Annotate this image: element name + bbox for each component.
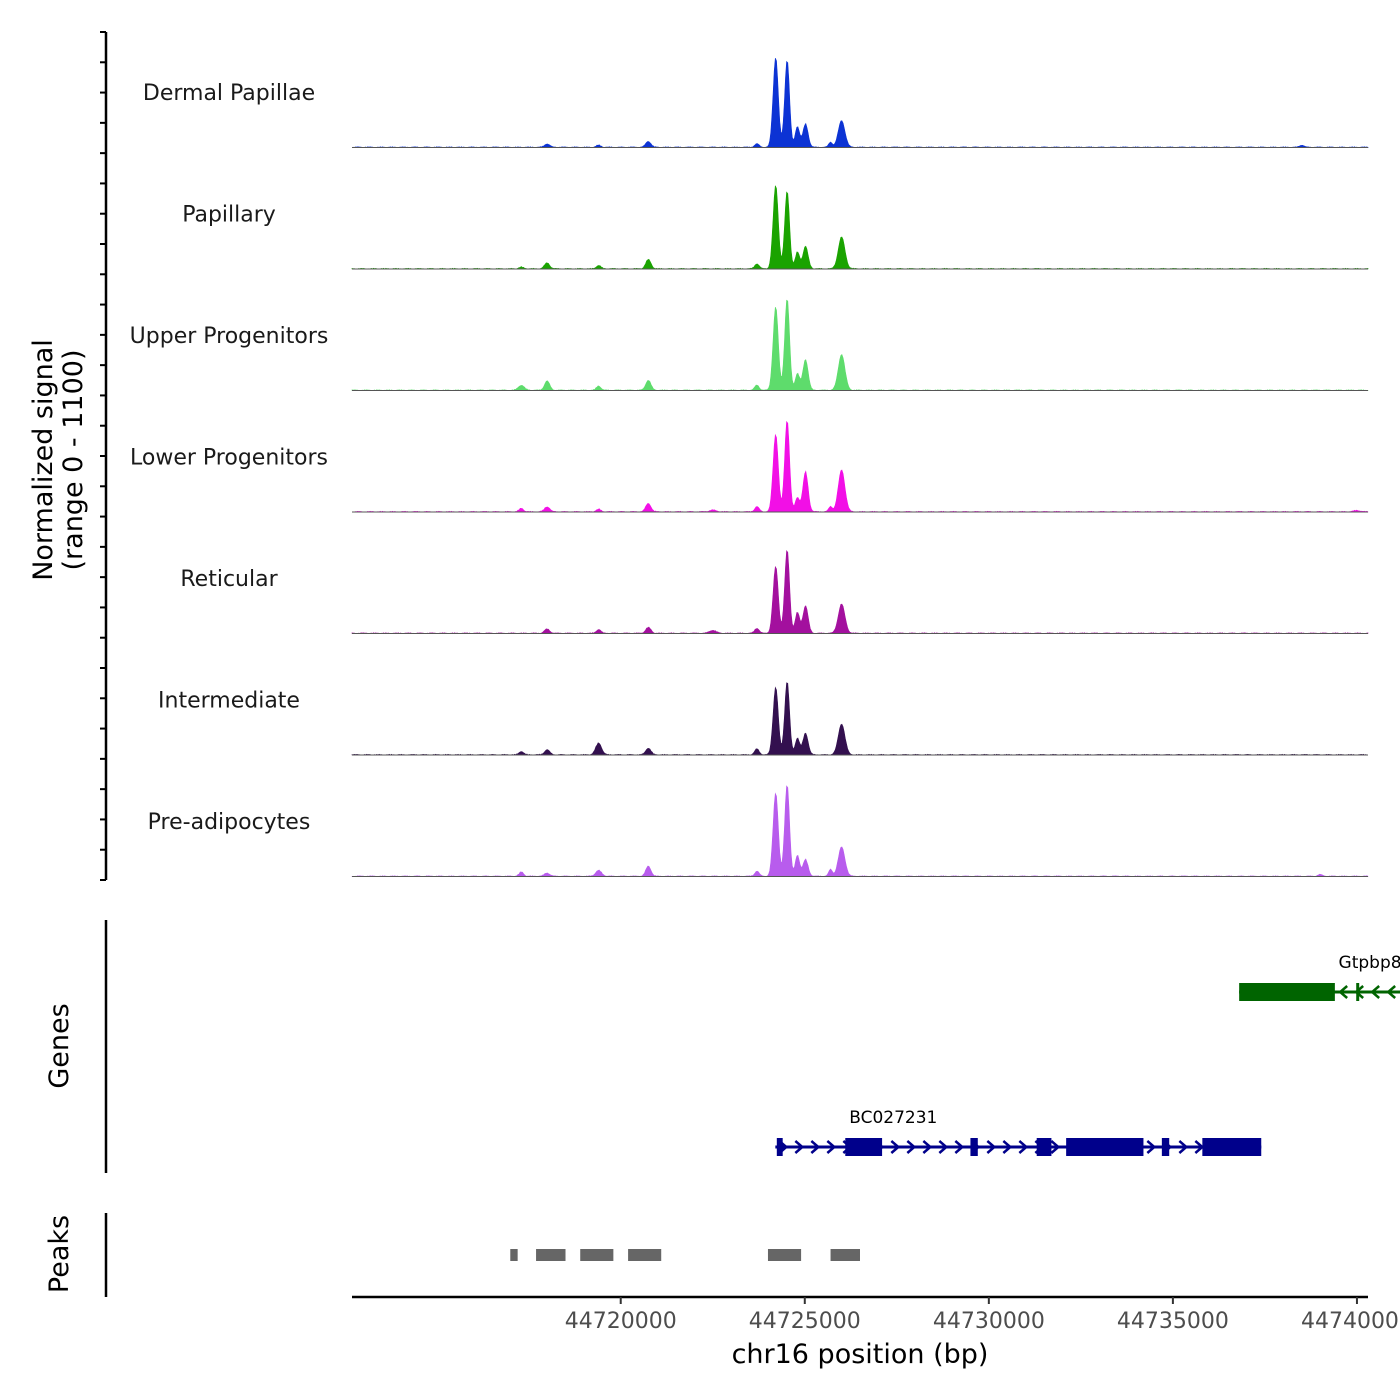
gene-label: Gtpbp8	[1339, 953, 1400, 973]
strand-arrow	[1370, 985, 1380, 999]
strand-arrow	[954, 1140, 965, 1154]
track-label: Dermal Papillae	[143, 81, 315, 106]
strand-arrow	[1146, 1140, 1157, 1154]
gene-track: Gtpbp8 BC027231	[775, 953, 1400, 1156]
x-axis-title: chr16 position (bp)	[732, 1339, 989, 1370]
track-4: Reticular	[180, 549, 1369, 634]
signal-area	[351, 549, 1369, 634]
signal-area	[351, 57, 1370, 148]
track-label: Lower Progenitors	[130, 446, 328, 471]
signal-area	[352, 420, 1369, 513]
track-label: Intermediate	[158, 689, 300, 714]
strand-arrow	[1338, 985, 1348, 999]
signal-area	[351, 299, 1369, 391]
strand-arrow	[1354, 985, 1364, 999]
gene-BC027231: BC027231	[775, 1108, 1262, 1156]
track-3: Lower Progenitors	[130, 420, 1369, 513]
gene-exon	[1036, 1138, 1052, 1156]
peak-region	[510, 1249, 518, 1261]
x-tick-label: 44725000	[749, 1309, 861, 1334]
genes-track-title: Genes	[44, 1003, 75, 1088]
coverage-tracks: Dermal Papillae Papillary Upper Progenitor…	[130, 57, 1370, 877]
track-label: Pre-adipocytes	[148, 810, 311, 835]
gene-exon	[845, 1138, 883, 1156]
gene-label: BC027231	[849, 1108, 937, 1128]
track-2: Upper Progenitors	[130, 299, 1369, 391]
signal-area	[351, 785, 1369, 877]
strand-arrow	[826, 1140, 837, 1154]
strand-arrow	[986, 1140, 997, 1154]
peak-region	[767, 1249, 802, 1261]
peaks-track-title: Peaks	[44, 1215, 75, 1293]
signal-area	[351, 682, 1369, 756]
strand-arrow	[1002, 1140, 1013, 1154]
strand-arrow	[938, 1140, 949, 1154]
track-label: Papillary	[182, 203, 276, 228]
strand-arrow	[922, 1140, 933, 1154]
x-tick-label: 44740000	[1301, 1309, 1400, 1334]
track-1: Papillary	[182, 185, 1369, 270]
strand-arrow	[794, 1140, 805, 1154]
gene-exon	[970, 1138, 978, 1156]
strand-arrow	[1194, 1140, 1205, 1154]
y-axis-range-label: (range 0 - 1100)	[58, 350, 89, 571]
x-tick-label: 44730000	[933, 1309, 1045, 1334]
gene-exon	[776, 1138, 783, 1156]
strand-arrow	[906, 1140, 917, 1154]
track-5: Intermediate	[158, 682, 1369, 756]
track-6: Pre-adipocytes	[148, 785, 1369, 877]
gene-exon	[1356, 983, 1360, 1001]
strand-arrow	[1018, 1140, 1029, 1154]
peak-region	[628, 1249, 662, 1261]
signal-area	[351, 185, 1369, 270]
peak-region	[580, 1249, 614, 1261]
axes: Normalized signal (range 0 - 1100) Genes…	[28, 31, 1400, 1370]
gene-exon	[1202, 1138, 1262, 1156]
strand-arrow	[1050, 1140, 1061, 1154]
strand-arrow	[810, 1140, 821, 1154]
strand-arrow	[1386, 985, 1396, 999]
gene-exon	[1161, 1138, 1170, 1156]
gene-exon	[1239, 983, 1335, 1001]
track-label: Upper Progenitors	[130, 324, 329, 349]
strand-arrow	[1178, 1140, 1189, 1154]
peak-region	[830, 1249, 860, 1261]
track-label: Reticular	[180, 567, 278, 592]
strand-arrow	[890, 1140, 901, 1154]
peak-track	[510, 1249, 860, 1261]
gene-Gtpbp8: Gtpbp8	[1239, 953, 1400, 1001]
peak-region	[536, 1249, 566, 1261]
gene-exon	[1066, 1138, 1144, 1156]
y-axis-title: Normalized signal	[28, 339, 59, 581]
x-tick-label: 44720000	[565, 1309, 677, 1334]
track-0: Dermal Papillae	[143, 57, 1370, 148]
x-tick-label: 44735000	[1117, 1309, 1229, 1334]
